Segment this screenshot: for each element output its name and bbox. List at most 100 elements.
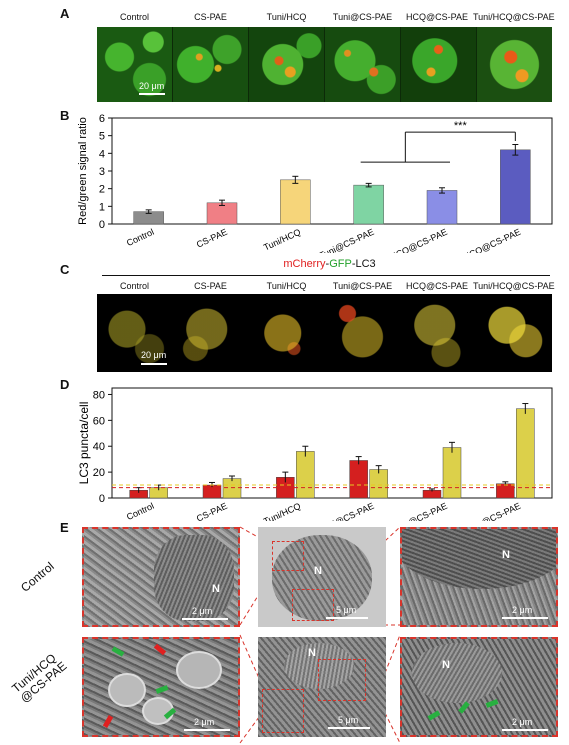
category-label: Tuni/HCQ@CS-PAE xyxy=(444,227,522,253)
panel-c-header: Tuni/HCQ xyxy=(266,281,307,291)
em-treated-overview: N 5 μm xyxy=(258,637,386,737)
panel-c-rule xyxy=(102,275,550,276)
panel-c-headers: Control CS-PAE Tuni/HCQ Tuni@CS-PAE HCQ@… xyxy=(97,281,555,295)
nucleus-region xyxy=(402,529,556,589)
zoom-box xyxy=(262,689,304,733)
em-treated-zoom-right: N 2 μm xyxy=(400,637,558,737)
arrow-green xyxy=(155,685,169,694)
micrograph-tuni-hcq xyxy=(249,294,324,372)
category-label: Tuni@CS-PAE xyxy=(318,227,376,253)
em-control-overview: N 5 μm xyxy=(258,527,386,627)
bar xyxy=(496,483,515,499)
panel-a-header: Tuni@CS-PAE xyxy=(332,12,393,22)
category-label: CS-PAE xyxy=(195,227,229,250)
vacuole xyxy=(108,673,146,707)
scale-bar xyxy=(326,617,368,619)
y-tick-label: 20 xyxy=(93,467,105,479)
zoom-box xyxy=(318,659,366,701)
scale-bar xyxy=(141,363,167,365)
scale-bar xyxy=(184,729,230,731)
em-control-zoom-left: N 2 μm xyxy=(82,527,240,627)
title-part: - xyxy=(325,258,330,270)
category-label: HCQ@CS-PAE xyxy=(388,227,448,253)
bar xyxy=(369,469,388,499)
category-label: Tuni/HCQ xyxy=(262,227,302,253)
scale-bar-label: 2 μm xyxy=(512,717,533,727)
micrograph-tuni-hcq xyxy=(249,27,324,102)
nucleus-label: N xyxy=(308,647,316,659)
panel-c-header: Tuni@CS-PAE xyxy=(332,281,393,291)
micrograph-hcq-cs-pae xyxy=(401,27,476,102)
bar xyxy=(280,179,311,225)
panel-a-headers: Control CS-PAE Tuni/HCQ Tuni@CS-PAE HCQ@… xyxy=(97,12,555,26)
scale-bar-label: 2 μm xyxy=(192,606,213,616)
nucleus-label: N xyxy=(442,659,450,671)
scale-bar-label: 20 μm xyxy=(141,350,167,360)
category-label: Tuni/HCQ@CS-PAE xyxy=(444,501,522,521)
micrograph-cs-pae xyxy=(173,294,248,372)
y-tick-label: 2 xyxy=(99,184,105,196)
bar xyxy=(222,478,242,499)
y-axis-label: LC3 puncta/cell xyxy=(77,402,91,485)
panel-a-letter: A xyxy=(60,6,70,21)
nucleus-region xyxy=(412,643,502,703)
y-axis-label: Red/green signal ratio xyxy=(77,117,89,225)
arrow-red xyxy=(102,715,114,728)
panel-d-letter: D xyxy=(60,377,70,392)
nucleus-label: N xyxy=(212,583,220,595)
micrograph-cs-pae xyxy=(173,27,248,102)
micrograph-hcq-cs-pae xyxy=(401,294,476,372)
y-tick-label: 60 xyxy=(93,415,105,427)
zoom-box xyxy=(272,541,304,571)
y-tick-label: 6 xyxy=(99,113,105,125)
panel-a-header: HCQ@CS-PAE xyxy=(406,12,468,22)
panel-c-title: mCherry-GFP-LC3 xyxy=(0,258,569,270)
micrograph-control xyxy=(97,27,172,102)
nucleus-region xyxy=(284,643,354,689)
y-tick-label: 80 xyxy=(93,389,105,401)
micrograph-control xyxy=(97,294,172,372)
y-tick-label: 3 xyxy=(99,166,105,178)
panel-a-images: 20 μm xyxy=(97,27,552,102)
scale-bar-label: 2 μm xyxy=(194,717,215,727)
y-tick-label: 0 xyxy=(99,493,105,505)
panel-a-header: Control xyxy=(119,12,149,22)
bar xyxy=(426,190,458,225)
scale-bar xyxy=(328,727,370,729)
scale-bar-label: 20 μm xyxy=(139,81,165,91)
micrograph-tuni-hcq-cs-pae xyxy=(477,294,552,372)
scale-bar-label: 5 μm xyxy=(336,605,357,615)
panel-a-header: CS-PAE xyxy=(194,12,227,22)
title-part: GFP xyxy=(329,258,352,270)
y-tick-label: 0 xyxy=(99,219,105,231)
arrow-green xyxy=(427,710,441,721)
micrograph-tuni-cs-pae xyxy=(325,294,400,372)
y-tick-label: 40 xyxy=(93,441,105,453)
panel-c-header: Tuni/HCQ@CS-PAE xyxy=(473,281,555,291)
panel-a-header: Tuni/HCQ xyxy=(266,12,307,22)
em-treated-zoom-left: 2 μm xyxy=(82,637,240,737)
panel-a-header: Tuni/HCQ@CS-PAE xyxy=(473,12,555,22)
micrograph-tuni-cs-pae xyxy=(325,27,400,102)
y-tick-label: 5 xyxy=(99,131,105,143)
category-label: Tuni@CS-PAE xyxy=(318,501,376,521)
panel-b-letter: B xyxy=(60,108,70,123)
bar xyxy=(296,451,315,499)
bar xyxy=(349,460,368,499)
zoom-box xyxy=(292,589,334,621)
y-tick-label: 1 xyxy=(99,201,105,213)
arrow-green xyxy=(111,646,125,657)
category-label: Control xyxy=(125,501,156,521)
bar xyxy=(353,184,384,225)
y-tick-label: 4 xyxy=(99,148,105,160)
scale-bar xyxy=(502,729,548,731)
scale-bar xyxy=(502,617,548,619)
bar xyxy=(500,149,531,225)
panel-c-letter: C xyxy=(60,262,70,277)
scale-bar xyxy=(182,618,228,620)
panel-e-letter: E xyxy=(60,520,69,535)
nucleus-region xyxy=(154,535,234,621)
category-label: Control xyxy=(125,227,156,248)
nucleus-label: N xyxy=(502,549,510,561)
plot-frame xyxy=(111,117,553,225)
